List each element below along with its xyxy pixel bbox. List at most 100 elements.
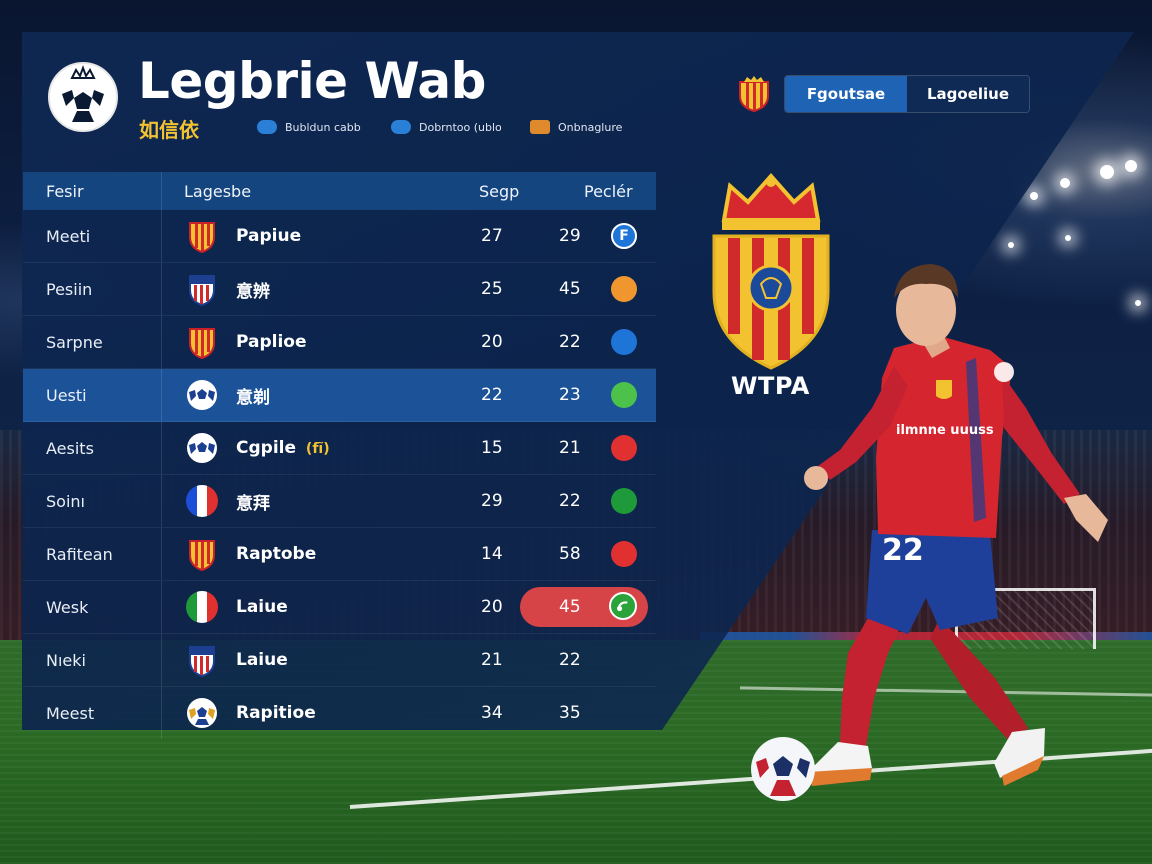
legend-swatch-icon [530,120,550,134]
player-name: Sarpne [46,332,103,352]
column-divider [161,210,162,262]
value-1: 15 [481,438,503,458]
table-row-selected[interactable]: Uesti 意剃 22 23 [23,369,656,422]
player-name: Meest [46,703,95,723]
table-row[interactable]: Sarpne Paplioe 20 22 [23,316,656,369]
table-row[interactable]: Aesits Cgpile (fĩ) 15 21 [23,422,656,475]
value-2: 58 [559,544,581,564]
status-dot [611,488,637,514]
value-2: 45 [559,279,581,299]
floodlight [1030,192,1038,200]
legend-swatch-icon [257,120,277,134]
league-logo-icon [48,62,118,132]
club-name: 意辨 [236,281,270,302]
legend-item: Dobrntoo (ublo [391,118,502,136]
legend-label: Onbnaglure [558,120,623,134]
club-name: Rapitioe [236,703,316,723]
spain-crest-icon [189,222,215,253]
status-dot [611,541,637,567]
club-name: Cgpile (fĩ) [236,438,330,458]
status-badge: F [611,223,637,249]
column-divider [161,687,162,739]
spain-crest-icon [189,540,215,571]
column-divider [161,172,162,210]
spain-crest-icon [189,328,215,359]
floodlight [1135,300,1141,306]
column-divider [161,634,162,686]
us-shield-icon [189,646,215,677]
column-divider [161,422,162,474]
floodlight [1065,235,1071,241]
value-1: 14 [481,544,503,564]
value-1: 25 [481,279,503,299]
floodlight [1008,242,1014,248]
value-2: 22 [559,650,581,670]
value-2: 23 [559,385,581,405]
legend-label: Bubldun cabb [285,120,361,134]
player-name: Wesk [46,597,89,617]
legend-item: Onbnaglure [530,118,622,136]
value-2: 22 [559,491,581,511]
value-1: 34 [481,703,503,723]
value-1: 27 [481,226,503,246]
column-divider [161,316,162,368]
club-name: Paplioe [236,332,307,352]
soccer-ball-icon [751,737,815,801]
us-shield-icon [189,275,215,306]
value-2: 45 [559,597,581,617]
column-divider [161,475,162,527]
club-name: 意剃 [236,387,270,408]
column-header-club[interactable]: Lagesbe [184,181,252,201]
shorts-number: 22 [882,533,924,568]
club-name: Raptobe [236,544,317,564]
column-header-v2[interactable]: Peclér [584,181,633,201]
floodlight [1060,178,1070,188]
table-row[interactable]: Meeti Papiue 27 29 F [23,210,656,263]
whistle-icon [609,592,637,620]
value-1: 21 [481,650,503,670]
page-title: Legbrie Wab [138,52,486,110]
standings-table: Fesir Lagesbe Segp Peclér Meeti Papiue 2… [23,172,656,739]
club-name-suffix: (fĩ) [305,441,330,457]
value-1: 20 [481,597,503,617]
value-2: 29 [559,226,581,246]
italy-flag-icon [186,591,218,623]
player-name: Soinı [46,491,85,511]
jersey-sponsor: ilmnne uuuss [896,423,994,438]
player-name: Nıeki [46,650,86,670]
tab-lagoeliue[interactable]: Lagoeliue [907,76,1029,112]
player-name: Meeti [46,226,91,246]
table-row[interactable]: Nıeki Laiue 21 22 [23,634,656,687]
soccer-ball-icon [187,433,217,463]
page-subtitle: 如信依 [139,118,199,142]
player-name: Aesits [46,438,94,458]
value-1: 20 [481,332,503,352]
table-row[interactable]: Pesiin 意辨 25 45 [23,263,656,316]
club-name-text: Cgpile [236,438,296,458]
player-name: Rafitean [46,544,113,564]
france-flag-icon [186,485,218,517]
floodlight [1100,165,1114,179]
legend-label: Dobrntoo (ublo [419,120,502,134]
column-header-name[interactable]: Fesir [46,181,84,201]
status-dot [611,435,637,461]
soccer-player-illustration: 22 ilmnne uuuss [804,264,1108,786]
club-name: Laiue [236,597,288,617]
column-divider [161,581,162,633]
club-name: Laiue [236,650,288,670]
club-name: 意拜 [236,493,270,514]
value-1: 29 [481,491,503,511]
table-row[interactable]: Meest Rapitioe 34 35 [23,687,656,739]
legend-swatch-icon [391,120,411,134]
soccer-ball-icon [187,380,217,410]
tab-fgoutsae[interactable]: Fgoutsae [785,76,907,112]
value-2: 35 [559,703,581,723]
status-dot [611,276,637,302]
status-dot [611,382,637,408]
value-2: 21 [559,438,581,458]
table-row[interactable]: Soinı 意拜 29 22 [23,475,656,528]
column-header-v1[interactable]: Segp [479,181,520,201]
table-row[interactable]: Rafitean Raptobe 14 58 [23,528,656,581]
table-row[interactable]: Wesk Laiue 20 45 [23,581,656,634]
club-name: Papiue [236,226,302,246]
